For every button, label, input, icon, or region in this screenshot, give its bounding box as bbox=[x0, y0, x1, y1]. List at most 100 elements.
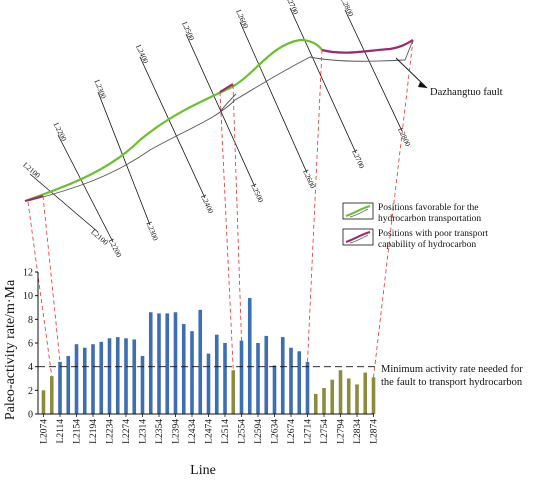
bar bbox=[355, 384, 359, 414]
bar bbox=[346, 378, 351, 414]
fault-pointer-arrow bbox=[418, 82, 427, 88]
bar bbox=[157, 313, 161, 414]
x-tick-label: L2794 bbox=[337, 419, 347, 444]
bar bbox=[91, 344, 95, 414]
seismic-line-l2700 bbox=[289, 7, 357, 154]
legend-favorable-line1: Positions favorable for the bbox=[378, 202, 479, 213]
bar bbox=[66, 356, 71, 414]
bar bbox=[140, 356, 145, 414]
projection-lines bbox=[27, 39, 414, 378]
seismic-line-label: L2500 bbox=[180, 20, 196, 42]
bar bbox=[82, 347, 87, 414]
bar bbox=[99, 341, 104, 414]
projection-line bbox=[27, 201, 53, 377]
bar bbox=[313, 393, 318, 414]
bar-chart: 0 2 4 6 8 10 12 L2074 L2114 L2154 L2194 L2234 L2274… bbox=[3, 268, 523, 479]
fault-trace-poor-west bbox=[24, 194, 44, 203]
legend-poor-line2: capability of hydrocarbon bbox=[378, 239, 476, 250]
x-tick-label: L2194 bbox=[89, 419, 99, 444]
x-tick-label: L2554 bbox=[238, 419, 248, 444]
bar bbox=[115, 337, 120, 414]
x-tick-label: L2754 bbox=[320, 419, 330, 444]
legend-favorable: Positions favorable for the hydrocarbon … bbox=[342, 202, 481, 224]
y-axis: 0 2 4 6 8 10 12 bbox=[23, 268, 39, 421]
y-tick-label: 4 bbox=[28, 362, 33, 373]
bar bbox=[206, 353, 211, 414]
bar bbox=[132, 339, 137, 414]
y-axis-title: Paleo-activity rate/m·Ma bbox=[3, 279, 18, 420]
seismic-line-l2200 bbox=[57, 134, 114, 243]
x-tick-label: L2514 bbox=[221, 419, 231, 444]
x-tick-label: L2154 bbox=[73, 419, 83, 444]
y-tick-label: 10 bbox=[23, 291, 33, 302]
seismic-line-far-label: L2300 bbox=[145, 220, 161, 242]
seismic-line-label: L2600 bbox=[234, 8, 250, 30]
seismic-line-label: L2100 bbox=[21, 160, 42, 180]
x-tick-label: L2674 bbox=[287, 419, 297, 444]
y-tick-label: 2 bbox=[28, 386, 33, 397]
seismic-line-label: L2700 bbox=[284, 0, 300, 16]
seismic-line-label: L2300 bbox=[93, 78, 109, 100]
x-tick-label: L2594 bbox=[254, 419, 264, 444]
seismic-line-label: L2800 bbox=[339, 0, 356, 18]
legend-poor-line1: Positions with poor transport bbox=[378, 229, 488, 239]
x-tick-label: L2714 bbox=[304, 419, 314, 444]
bar bbox=[264, 335, 269, 414]
seismic-line-far-label: L2800 bbox=[396, 126, 413, 148]
bar bbox=[173, 312, 178, 414]
x-tick-label: L2394 bbox=[172, 419, 182, 444]
fault-trace-poor-mid bbox=[219, 83, 234, 93]
x-tick-label: L2474 bbox=[205, 419, 215, 444]
bar bbox=[338, 370, 343, 414]
bar bbox=[289, 347, 293, 414]
seismic-line-l2300 bbox=[97, 91, 151, 226]
legend-favorable-line2: hydrocarbon transportation bbox=[378, 214, 481, 224]
bar bbox=[280, 337, 285, 414]
bar bbox=[41, 390, 46, 414]
bar bbox=[198, 309, 203, 414]
bar bbox=[363, 372, 368, 414]
seismic-line-label: L2400 bbox=[134, 43, 150, 65]
seismic-line-l2100 bbox=[29, 173, 99, 233]
fault-trace-poor bbox=[321, 39, 414, 54]
x-tick-label: L2874 bbox=[370, 419, 380, 444]
bar bbox=[322, 387, 326, 414]
x-tick-label: L2114 bbox=[56, 419, 66, 444]
fault-branch bbox=[219, 93, 237, 113]
seismic-line-far-label: L2200 bbox=[107, 237, 124, 259]
seismic-line-far-label: L2600 bbox=[301, 168, 317, 190]
x-tick-label: L2434 bbox=[188, 419, 198, 444]
bar bbox=[272, 365, 277, 414]
threshold-label-line1: Minimum activity rate needed for bbox=[381, 364, 523, 375]
bar bbox=[49, 376, 54, 414]
bar bbox=[231, 370, 236, 414]
seismic-line-l2800 bbox=[344, 9, 403, 132]
x-tick-label: L2634 bbox=[271, 419, 281, 444]
y-tick-label: 12 bbox=[23, 268, 33, 279]
seismic-line-far-label: L2500 bbox=[249, 182, 265, 204]
bar bbox=[148, 312, 153, 414]
projection-line bbox=[373, 39, 414, 378]
x-tick-label: L2234 bbox=[106, 419, 116, 444]
bar bbox=[297, 351, 302, 414]
bar bbox=[256, 343, 260, 414]
x-axis: L2074 L2114 L2154 L2194 L2234 L2274 L2314 L2354… bbox=[38, 413, 380, 444]
x-tick-label: L2074 bbox=[40, 419, 50, 444]
bars bbox=[41, 298, 376, 414]
seismic-line-label: L2200 bbox=[52, 121, 69, 143]
bar bbox=[247, 298, 252, 414]
projection-line bbox=[307, 49, 323, 362]
projection-line bbox=[219, 91, 234, 371]
bar bbox=[223, 343, 227, 414]
x-tick-label: L2274 bbox=[122, 419, 132, 444]
bar bbox=[305, 361, 310, 414]
legend-poor: Positions with poor transport capability… bbox=[342, 228, 488, 250]
bar bbox=[165, 313, 170, 414]
bar bbox=[58, 361, 62, 414]
y-tick-label: 6 bbox=[28, 339, 33, 350]
seismic-line-far-label: L2400 bbox=[199, 193, 215, 215]
bar bbox=[214, 334, 219, 414]
fault-trace-favorable bbox=[27, 38, 323, 202]
bar bbox=[107, 338, 112, 414]
